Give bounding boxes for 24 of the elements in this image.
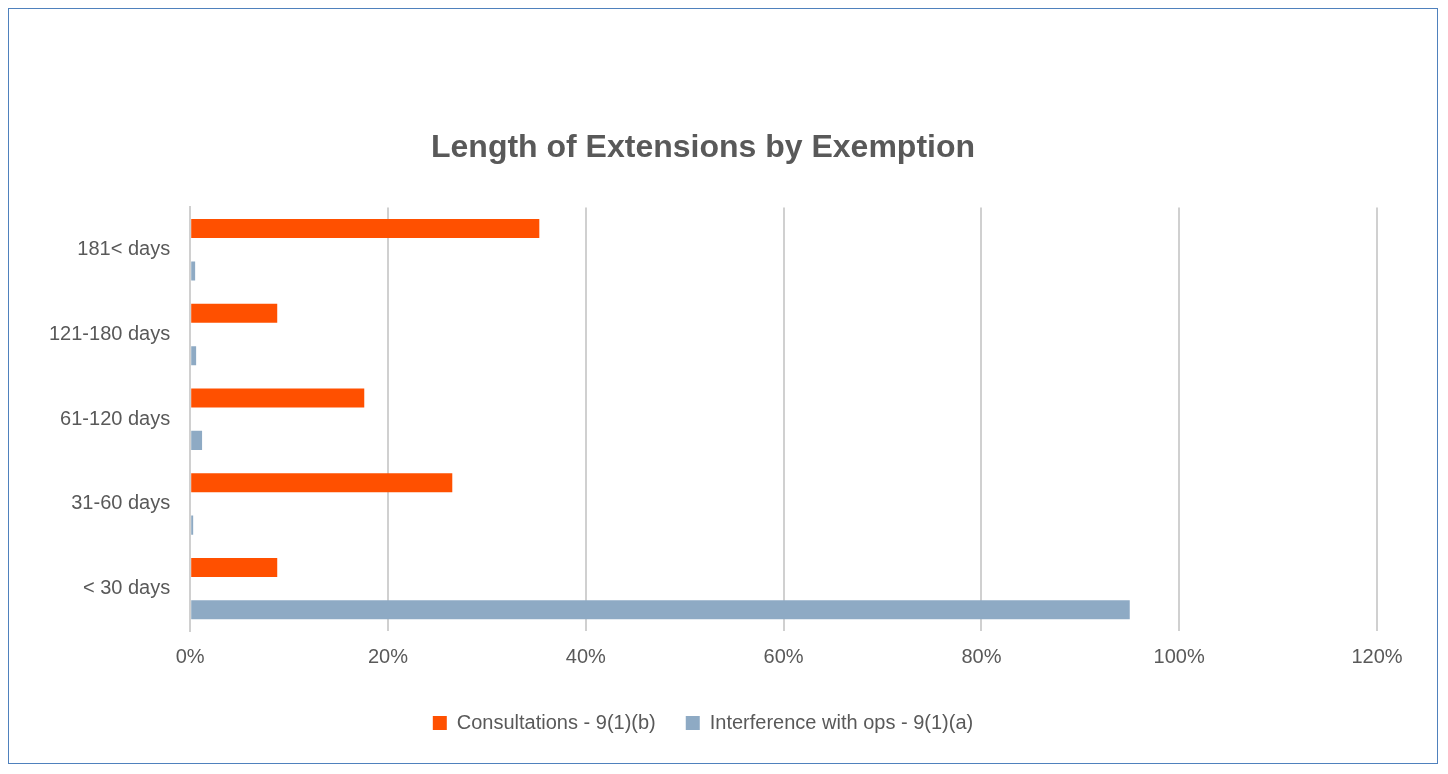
y-tick-label: 31-60 days (71, 491, 171, 514)
chart-title: Length of Extensions by Exemption (430, 128, 976, 165)
bar (191, 600, 1130, 620)
y-tick-label: 61-120 days (60, 406, 171, 429)
x-tick-label: 40% (565, 644, 607, 667)
x-tick-label: 120% (1351, 644, 1403, 667)
bar (191, 557, 278, 577)
legend-label: Consultations - 9(1)(b) (456, 710, 656, 733)
x-tick-label: 100% (1153, 644, 1205, 667)
bar (191, 303, 278, 323)
x-tick-label: 60% (763, 644, 804, 667)
y-tick-label: < 30 days (82, 576, 171, 599)
y-tick-label: 181< days (77, 237, 171, 260)
y-tick-label: 121-180 days (49, 322, 171, 344)
x-tick-label: 20% (367, 644, 409, 667)
bar (191, 430, 203, 450)
legend-label: Interference with ops - 9(1)(a) (709, 710, 974, 733)
x-tick-label: 80% (961, 644, 1002, 667)
bar (191, 346, 197, 366)
bar (191, 388, 365, 408)
x-tick-label: 0% (175, 644, 205, 667)
bar (191, 473, 453, 493)
bar (191, 219, 540, 239)
bar (191, 261, 196, 281)
